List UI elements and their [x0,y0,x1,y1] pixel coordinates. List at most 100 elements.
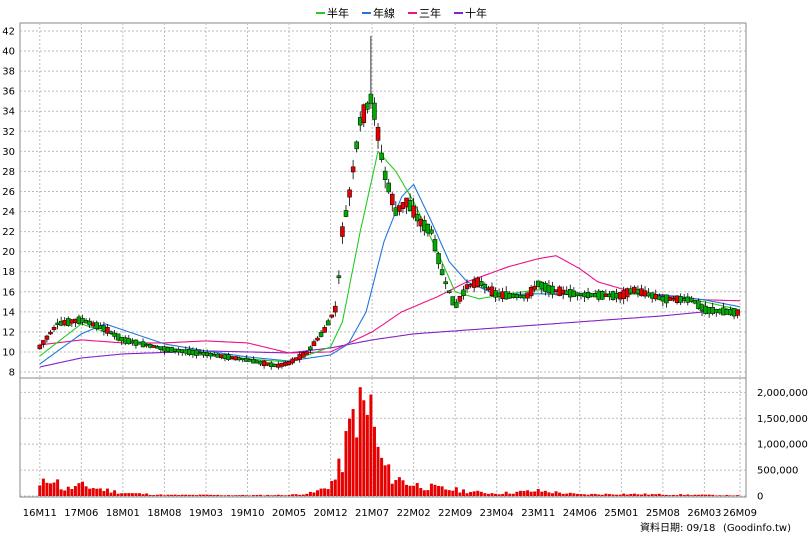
candle-body [482,283,488,289]
volume-bar [543,490,547,496]
volume-bar [579,493,583,496]
time-tick-label: 18M01 [106,508,140,519]
volume-bar [308,491,312,496]
volume-bar [159,494,163,496]
volume-bar [337,458,341,496]
volume-bar [437,485,441,496]
volume-bar [319,488,323,496]
volume-bar [41,478,45,496]
volume-gridlines [20,378,746,497]
candle-body [432,239,438,252]
volume-bar [390,483,394,496]
volume-bar [66,486,70,496]
volume-bar [729,495,733,496]
candle-body [425,223,431,234]
volume-bar [461,489,465,496]
volume-bar [597,494,601,496]
volume-bar [615,494,619,496]
volume-bar [305,493,309,496]
candle-body [532,285,537,290]
volume-panel: 0 500,000 1,000,000 1,500,000 2,000,000 [19,377,808,503]
volume-bar [707,494,711,496]
price-tick-label: 32 [2,127,15,138]
volume-bar [202,494,206,496]
price-axis: 8 10 12 14 16 18 20 22 24 26 28 30 32 34 36 38 40 42 [2,27,15,379]
time-tick-label: 18M08 [147,508,181,519]
volume-bar [639,494,643,496]
volume-bar [415,482,419,496]
candle-body [301,352,306,358]
time-tick-label: 25M01 [604,508,638,519]
candle-body [290,358,295,364]
volume-bar [173,494,177,496]
volume-bar [629,494,633,496]
volume-axis: 0 500,000 1,000,000 1,500,000 2,000,000 [757,388,808,503]
volume-bar [604,493,608,496]
candle-body [411,205,416,218]
candle-body [347,189,352,198]
volume-bar [522,491,526,496]
volume-bar [419,487,423,496]
volume-bar [394,480,398,496]
volume-bar [326,489,330,496]
volume-bar [362,400,366,496]
candle-body [446,290,452,294]
volume-bar [81,481,85,496]
volume-bar [127,493,131,496]
volume-bar [70,489,74,496]
volume-bar [611,494,615,496]
volume-bar [137,493,141,496]
volume-bar [120,493,124,496]
candle-body [318,332,324,337]
volume-bar [618,494,622,496]
time-tick-label: 19M10 [230,508,264,519]
volume-bar [447,490,451,496]
volume-tick-label: 0 [757,492,763,503]
candle-body [735,309,740,316]
volume-bar [408,485,412,496]
volume-bar [593,493,597,496]
volume-bar [130,493,134,496]
volume-bar [95,488,99,496]
time-tick-label: 20M05 [272,508,306,519]
volume-bar [465,493,469,496]
candle-body [336,275,342,279]
volume-bar [664,494,668,496]
candle-body [41,340,46,345]
volume-bar [643,493,647,496]
candle-body [115,333,121,341]
time-tick-label: 23M11 [521,508,555,519]
candle-body [343,210,349,217]
candle-body [372,102,377,120]
candle-body [329,314,334,318]
candle-body [450,296,456,306]
price-tick-label: 14 [2,307,15,318]
time-tick-label: 25M08 [646,508,680,519]
price-tick-label: 20 [2,247,15,258]
volume-bar [476,490,480,496]
candle-body [464,284,470,290]
candle-body [386,182,391,193]
volume-bar [369,394,373,496]
candle-body [365,102,370,110]
price-tick-label: 36 [2,87,15,98]
volume-bar [405,484,409,496]
volume-bar [561,493,565,496]
volume-tick-label: 500,000 [757,466,798,477]
volume-bars [38,387,740,497]
price-tick-label: 18 [2,267,15,278]
candle-body [443,281,448,285]
volume-tick-label: 2,000,000 [757,388,808,399]
volume-bar [725,494,729,496]
volume-bar [625,494,629,496]
volume-bar [351,409,355,496]
legend-label: 三年 [419,6,441,20]
candle-body [375,126,381,141]
volume-bar [323,488,327,496]
volume-bar [550,493,554,496]
volume-bar [636,494,640,496]
volume-bar [672,494,676,496]
volume-bar [273,495,277,496]
volume-bar [568,492,572,496]
volume-bar [533,491,537,496]
